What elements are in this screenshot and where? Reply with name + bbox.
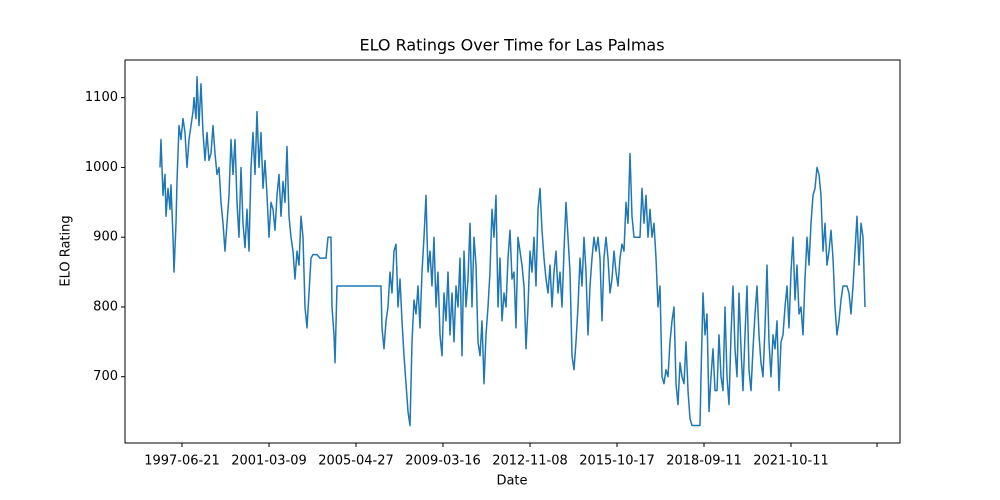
x-tick-label: 2001-03-09 [231, 454, 307, 469]
y-tick-label: 800 [93, 299, 118, 314]
y-tick-label: 1000 [85, 160, 118, 175]
x-tick-label: 2012-11-08 [492, 454, 568, 469]
data-line [159, 75, 866, 427]
x-tick-label: 2015-10-17 [579, 454, 655, 469]
x-tick-label: 2021-10-11 [753, 454, 829, 469]
y-axis-label: ELO Rating [59, 215, 74, 286]
y-tick-label: 700 [93, 369, 118, 384]
x-tick-label: 2009-03-16 [405, 454, 481, 469]
x-tick-label: 2005-04-27 [318, 454, 394, 469]
plot-frame [124, 59, 901, 444]
y-tick-label: 1100 [85, 90, 118, 105]
chart-title: ELO Ratings Over Time for Las Palmas [359, 36, 664, 55]
y-tick-label: 900 [93, 230, 118, 245]
x-axis-label: Date [496, 474, 527, 489]
x-tick-label: 1997-06-21 [144, 454, 220, 469]
x-tick-label: 2018-09-11 [666, 454, 742, 469]
